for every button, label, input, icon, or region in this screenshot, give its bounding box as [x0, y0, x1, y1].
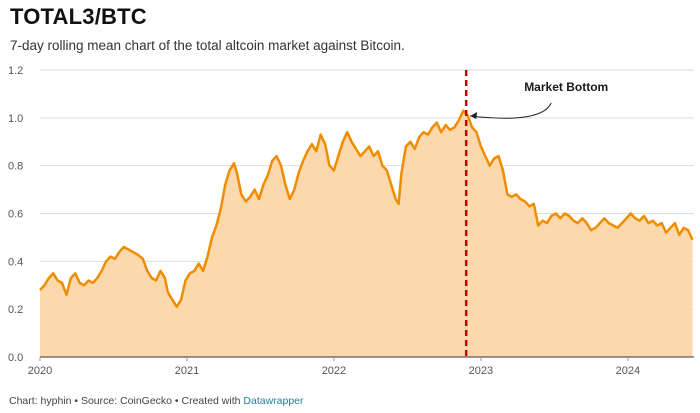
y-axis-ticks: 0.0 0.2 0.4 0.6 0.8 1.0 1.2	[8, 65, 23, 364]
chart-footer: Chart: hyphin • Source: CoinGecko • Crea…	[9, 395, 304, 407]
y-tick-label: 1.2	[8, 65, 23, 77]
series-line	[39, 109, 694, 309]
chart-title: TOTAL3/BTC	[10, 4, 147, 29]
annotation-label: Market Bottom	[524, 80, 608, 94]
x-tick-label: 2020	[28, 365, 52, 377]
annotation-arrowhead	[470, 112, 478, 120]
y-tick-label: 0.2	[8, 304, 23, 316]
y-tick-label: 0.4	[8, 256, 23, 268]
x-axis-ticks: 2020 2021 2022 2023 2024	[28, 357, 640, 377]
y-tick-label: 1.0	[8, 113, 23, 125]
x-tick-label: 2022	[322, 365, 346, 377]
annotation-arrow	[470, 102, 552, 119]
footer-credits: Chart: hyphin • Source: CoinGecko • Crea…	[9, 395, 244, 407]
x-tick-label: 2024	[616, 365, 640, 377]
series-area-fill	[40, 110, 693, 357]
y-tick-label: 0.0	[8, 352, 23, 364]
y-tick-label: 0.8	[8, 161, 23, 173]
chart-subtitle: 7-day rolling mean chart of the total al…	[10, 38, 405, 53]
x-tick-label: 2021	[175, 365, 199, 377]
x-tick-label: 2023	[469, 365, 493, 377]
y-tick-label: 0.6	[8, 209, 23, 221]
datawrapper-link[interactable]: Datawrapper	[243, 395, 304, 407]
